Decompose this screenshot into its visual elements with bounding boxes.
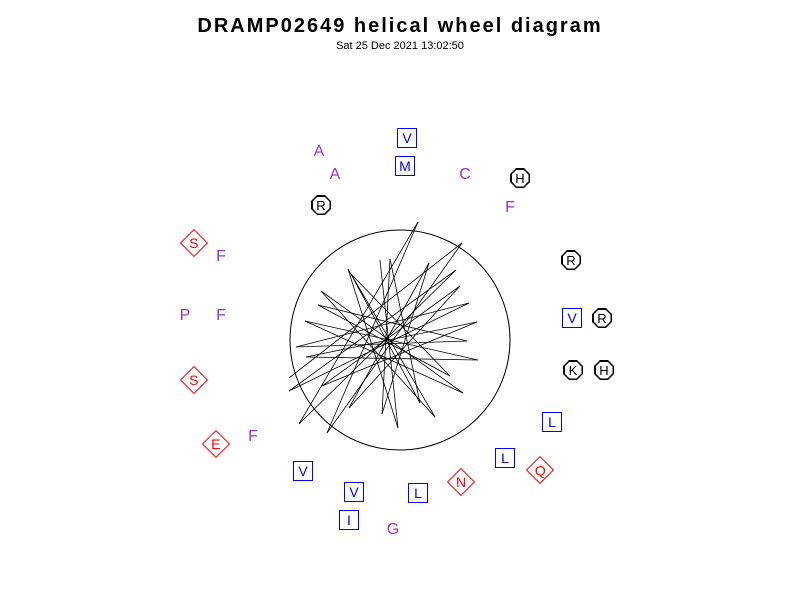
residue-n: N [451,472,471,492]
residue-c: C [459,166,471,184]
residue-r: R [311,195,331,215]
residue-v: V [293,461,313,481]
residue-f: F [216,307,226,325]
residue-p: P [180,307,191,325]
residue-v: V [344,482,364,502]
residue-e: E [206,434,226,454]
residue-h: H [510,168,530,188]
residue-i: I [339,510,359,530]
residue-q: Q [530,460,550,480]
residue-f: F [216,248,226,266]
residue-l: L [542,412,562,432]
residue-m: M [395,156,415,176]
residue-l: L [495,448,515,468]
residue-f: F [505,199,515,217]
residue-a: A [314,143,325,161]
residue-s: S [184,370,204,390]
residue-f: F [248,428,258,446]
residue-g: G [387,521,399,539]
residue-r: R [592,308,612,328]
residue-h: H [594,360,614,380]
residue-r: R [561,250,581,270]
residue-v: V [562,308,582,328]
residue-s: S [184,233,204,253]
residue-k: K [563,360,583,380]
residue-a: A [330,166,341,184]
residue-l: L [408,483,428,503]
chart-title: DRAMP02649 helical wheel diagram [0,0,800,38]
residue-v: V [397,128,417,148]
